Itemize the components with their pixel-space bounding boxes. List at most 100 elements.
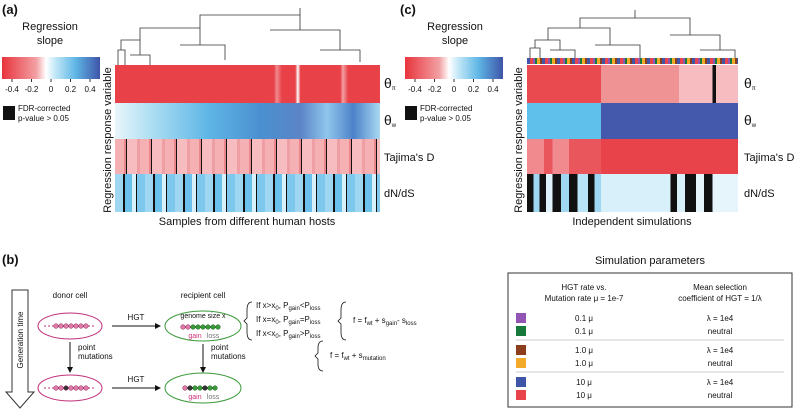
cell-label: donor cell <box>53 291 88 300</box>
text-part: - s <box>397 316 406 325</box>
subscript: w <box>751 123 757 129</box>
heatmap-row <box>527 65 738 103</box>
colorbar-tick-label: -0.4 <box>5 85 19 94</box>
row-label: θw <box>384 112 397 129</box>
text-part: + s <box>373 316 386 325</box>
subscript: π <box>392 86 396 92</box>
legend-title: slope <box>442 35 468 47</box>
row-label: Tajima's D <box>384 152 434 164</box>
table-cell: neutral <box>708 359 733 368</box>
text-part: If x=x <box>256 315 275 324</box>
formula: f = fwt + sgain- sloss <box>353 316 417 327</box>
loss-label: loss <box>207 394 220 401</box>
subscript: loss <box>310 320 321 326</box>
table-header: Mean selection <box>693 283 747 292</box>
subscript: 0 <box>275 306 279 312</box>
heatmap-row <box>115 65 380 103</box>
gain-label: gain <box>188 333 201 340</box>
fdr-swatch <box>405 106 417 120</box>
subscript: w <box>391 123 397 129</box>
table-cell: 10 μ <box>576 378 592 387</box>
subscript: wt <box>343 356 350 362</box>
legend-title: Regression <box>22 21 78 33</box>
table-box <box>507 272 793 408</box>
mutation-label: point <box>78 343 96 352</box>
table-header: Mutation rate μ = 1e-7 <box>545 294 624 303</box>
color-swatch <box>516 358 526 368</box>
text-part: >P <box>300 329 310 338</box>
genes <box>53 323 89 329</box>
text-part: f = f <box>353 316 367 325</box>
genes <box>180 324 221 330</box>
condition: If x=x0, Pgain=Ploss <box>256 315 321 326</box>
heatmap-row <box>527 174 738 212</box>
mutation-label: mutations <box>211 352 246 361</box>
heatmap-row <box>115 139 380 174</box>
heatmap-row <box>527 103 738 139</box>
text-part: =P <box>300 315 310 324</box>
subscript: 0 <box>275 320 279 326</box>
table-title: Simulation parameters <box>595 255 706 267</box>
mutation-label: point <box>211 343 229 352</box>
arrow-label: HGT <box>128 375 145 384</box>
genes <box>182 385 218 391</box>
text-part: , P <box>279 315 289 324</box>
text-part: f = f <box>330 351 344 360</box>
colorbar-tick-label: -0.4 <box>408 85 422 94</box>
text-part: If x>x <box>256 301 275 310</box>
text-part: <P <box>300 301 310 310</box>
text-part: Tajima's D <box>384 152 434 164</box>
text-part: + s <box>350 351 363 360</box>
table-header: coefficient of HGT = 1/λ <box>678 294 762 303</box>
subscript: gain <box>288 306 299 312</box>
color-swatch <box>516 345 526 355</box>
table-cell: 1.0 μ <box>575 359 593 368</box>
cell-label: recipient cell <box>181 291 226 300</box>
fdr-swatch <box>3 106 15 120</box>
dendrogram <box>117 8 361 65</box>
fdr-label: FDR-corrected <box>18 104 70 113</box>
text-part: , P <box>279 301 289 310</box>
subscript: 0 <box>275 334 279 340</box>
table-cell: neutral <box>708 327 733 336</box>
cell <box>37 312 103 340</box>
colorbar-tick-label: 0.2 <box>468 85 480 94</box>
heatmap-row <box>527 139 738 174</box>
loss-label: loss <box>207 333 220 340</box>
subscript: mutation <box>363 356 386 362</box>
legend-title: Regression <box>427 21 483 33</box>
color-swatch <box>516 313 526 323</box>
subscript: gain <box>288 320 299 326</box>
panel-label: (b) <box>2 252 19 267</box>
subscript: loss <box>406 321 417 327</box>
subscript: gain <box>386 321 397 327</box>
heatmap-row <box>115 174 380 212</box>
formula: f = fwt + smutation <box>330 351 386 362</box>
condition: If x<x0, Pgain>Ploss <box>256 329 321 340</box>
row-label: θw <box>744 112 757 129</box>
row-label: Tajima's D <box>744 152 794 164</box>
heatmap-row <box>115 103 380 139</box>
text-part: , P <box>279 329 289 338</box>
table-cell: λ = 1e4 <box>707 346 734 355</box>
colorbar-tick-label: -0.2 <box>25 85 39 94</box>
text-part: If x<x <box>256 329 275 338</box>
table-header: HGT rate vs. <box>561 283 606 292</box>
color-swatch <box>516 390 526 400</box>
row-label: θπ <box>384 75 396 92</box>
cell <box>164 372 242 404</box>
subscript: loss <box>310 306 321 312</box>
table-cell: 0.1 μ <box>575 327 593 336</box>
axis-label: Generation time <box>16 311 25 368</box>
colorbar-tick-label: 0 <box>452 85 457 94</box>
text-part: θ <box>744 112 752 128</box>
cell <box>37 374 103 402</box>
colorbar-tick-label: 0.4 <box>487 85 499 94</box>
colorbar-tick-label: 0.4 <box>84 85 96 94</box>
table-cell: 0.1 μ <box>575 314 593 323</box>
table-cell: 10 μ <box>576 391 592 400</box>
heatmap-row <box>527 58 738 64</box>
brace <box>314 340 324 372</box>
legend-title: slope <box>37 35 63 47</box>
